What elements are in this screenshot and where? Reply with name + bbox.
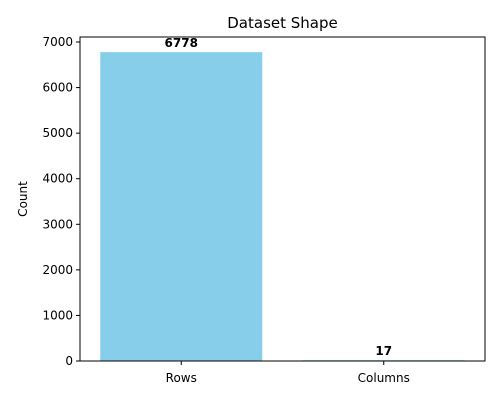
y-axis-label: Count	[16, 181, 30, 217]
y-tick-label-4000: 4000	[42, 172, 73, 186]
x-tick-label-columns: Columns	[358, 371, 410, 385]
y-tick-label-6000: 6000	[42, 81, 73, 95]
data-label-rows: 6778	[165, 36, 198, 50]
bar-rows	[100, 52, 263, 361]
x-tick-label-rows: Rows	[166, 371, 197, 385]
y-tick-label-1000: 1000	[42, 308, 73, 322]
chart-title: Dataset Shape	[227, 14, 337, 32]
y-tick-label-5000: 5000	[42, 126, 73, 140]
y-tick-label-0: 0	[65, 354, 73, 368]
plot-frame	[79, 36, 486, 362]
y-tick-label-2000: 2000	[42, 263, 73, 277]
y-tick-label-7000: 7000	[42, 35, 73, 49]
data-label-columns: 17	[375, 344, 392, 358]
plot-area: 6778 Rows 17 Columns 0 1000 2000 3000 4000 5000 60…	[42, 35, 486, 385]
y-tick-label-3000: 3000	[42, 217, 73, 231]
